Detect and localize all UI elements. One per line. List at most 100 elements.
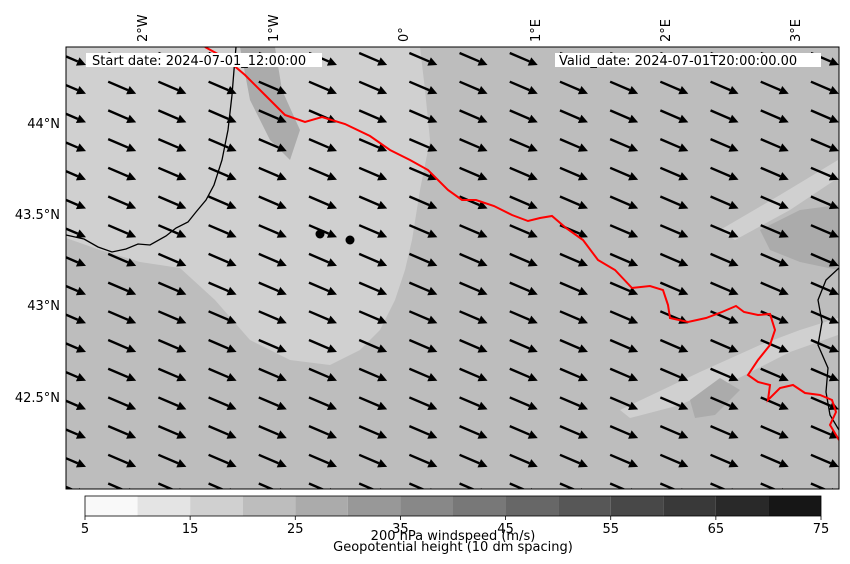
wind-arrow-shaft [66, 456, 79, 465]
wind-arrow-head [678, 229, 689, 238]
wind-arrow-shaft [258, 482, 275, 489]
wind-arrow-head [728, 258, 739, 267]
wind-arrow-shaft [157, 252, 179, 264]
wind-arrow-shaft [760, 425, 781, 436]
wind-arrow-shaft [609, 453, 631, 465]
wind-arrow-head [477, 172, 488, 181]
wind-arrow-shaft [258, 138, 279, 149]
wind-arrow-shaft [157, 195, 179, 207]
wind-arrow-head [778, 430, 789, 439]
wind-arrow-shaft [258, 166, 279, 178]
wind-arrow-head [477, 459, 488, 468]
wind-arrow-shaft [157, 396, 179, 407]
lat-label-42-5n: 42.5°N [15, 391, 60, 406]
wind-arrow-shaft [810, 425, 832, 436]
wind-arrow-shaft [258, 252, 279, 264]
wind-arrow-head [527, 114, 538, 123]
wind-arrow-shaft [358, 109, 380, 120]
wind-arrow-shaft [408, 51, 430, 63]
wind-arrow-shaft [559, 367, 581, 379]
wind-arrow-head [628, 459, 639, 468]
wind-arrow-head [527, 315, 538, 324]
wind-arrow-shaft [408, 338, 430, 350]
wind-arrow-head [728, 373, 739, 382]
wind-arrow-head [628, 430, 639, 439]
wind-arrow-shaft [208, 166, 229, 178]
wind-arrow-head [527, 286, 538, 296]
wind-arrow-shaft [107, 224, 129, 235]
wind-arrow-shaft [710, 252, 731, 264]
colorbar-segment [85, 496, 138, 516]
wind-arrow-shaft [760, 396, 781, 407]
wind-arrow-head [477, 114, 488, 123]
wind-arrow-shaft [258, 80, 279, 92]
wind-arrow-head [75, 200, 86, 210]
wind-arrow-shaft [408, 138, 430, 149]
wind-arrow-head [75, 344, 86, 353]
wind-arrow-shaft [559, 425, 581, 436]
wind-arrow-head [126, 430, 137, 439]
wind-arrow-shaft [258, 338, 279, 350]
wind-arrow-head [577, 373, 588, 382]
wind-arrow-head [778, 459, 789, 468]
wind-arrow-shaft [408, 109, 430, 120]
wind-arrow-head [728, 172, 739, 181]
wind-arrow-head [678, 401, 689, 411]
wind-arrow-head [728, 229, 739, 238]
wind-arrow-shaft [710, 166, 731, 178]
wind-arrow-head [628, 344, 639, 353]
windspeed-light-region [66, 47, 430, 365]
wind-arrow-head [377, 373, 388, 382]
wind-arrow-head [276, 315, 287, 324]
wind-arrow-shaft [358, 367, 380, 379]
wind-arrow-head [828, 373, 839, 382]
wind-arrow-head [276, 258, 287, 267]
wind-arrow-head [477, 373, 488, 382]
wind-arrow-head [176, 200, 187, 210]
wind-arrow-head [527, 459, 538, 468]
wind-arrow-shaft [609, 396, 631, 407]
wind-arrow-head [577, 430, 588, 439]
wind-arrow-head [377, 86, 388, 95]
wind-arrow-head [126, 459, 137, 468]
wind-arrow-head [75, 114, 86, 123]
wind-arrow-head [728, 344, 739, 353]
wind-arrow-shaft [659, 224, 681, 235]
wind-arrow-head [226, 459, 237, 468]
wind-arrow-shaft [308, 338, 330, 350]
wind-arrow-shaft [358, 138, 380, 149]
wind-arrow-head [427, 57, 438, 66]
wind-arrow-head [527, 344, 538, 353]
wind-arrow-shaft [760, 252, 781, 264]
wind-arrow-shaft [509, 138, 530, 149]
wind-arrow-head [527, 172, 538, 181]
wind-arrow-shaft [208, 80, 229, 92]
wind-arrow-head [778, 401, 789, 411]
wind-arrow-shaft [308, 138, 330, 149]
wind-arrow-shaft [408, 195, 430, 207]
wind-arrow-shaft [66, 313, 79, 321]
wind-arrow-head [176, 430, 187, 439]
wind-arrow-shaft [308, 252, 330, 264]
wind-arrow-shaft [659, 252, 681, 264]
wind-arrow-head [477, 401, 488, 411]
wind-arrow-shaft [308, 166, 330, 178]
wind-arrow-shaft [810, 367, 832, 379]
wind-arrow-shaft [659, 396, 681, 407]
wind-arrow-shaft [659, 80, 681, 92]
wind-arrow-shaft [509, 109, 530, 120]
wind-arrow-head [427, 258, 438, 267]
wind-arrow-head [628, 315, 639, 324]
wind-arrow-head [628, 86, 639, 95]
wind-arrow-head [176, 401, 187, 411]
wind-arrow-shaft [408, 224, 430, 235]
wind-arrow-shaft [258, 396, 279, 407]
wind-arrow-head [778, 200, 789, 210]
wind-arrow-head [577, 315, 588, 324]
wind-arrow-head [778, 229, 789, 238]
wind-arrow-shaft [107, 310, 129, 321]
wind-arrow-shaft [308, 453, 330, 465]
wind-arrow-shaft [308, 482, 325, 489]
wind-arrow-head [778, 114, 789, 123]
wind-arrow-shaft [308, 224, 330, 235]
